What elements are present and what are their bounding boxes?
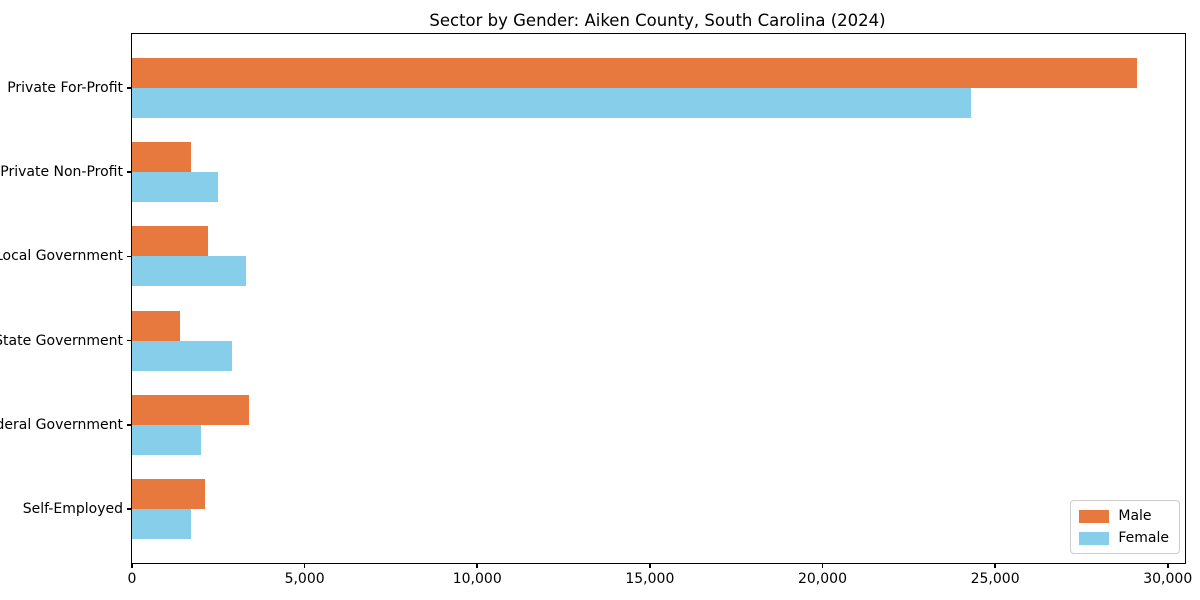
x-tick-label: 5,000 — [284, 571, 325, 587]
bar-female-1 — [132, 172, 219, 203]
y-tick-label: Private Non-Profit — [0, 164, 123, 181]
x-tick-mark — [303, 563, 306, 568]
x-tick-label: 25,000 — [970, 571, 1020, 587]
x-tick-label: 0 — [127, 571, 137, 587]
bar-male-3 — [132, 310, 181, 341]
chart-title: Sector by Gender: Aiken County, South Ca… — [429, 11, 886, 30]
x-tick-label: 20,000 — [797, 571, 847, 587]
legend: Male Female — [1070, 500, 1180, 554]
y-tick-mark — [127, 424, 132, 426]
x-tick-mark — [131, 563, 133, 568]
y-tick-mark — [127, 171, 132, 173]
legend-item-male: Male — [1079, 508, 1169, 524]
bar-male-0 — [132, 57, 1137, 88]
bar-male-5 — [132, 479, 205, 510]
y-tick-mark — [127, 87, 132, 89]
x-tick-mark — [649, 563, 651, 568]
legend-swatch-female — [1079, 531, 1110, 545]
y-tick-mark — [127, 508, 132, 510]
x-tick-mark — [476, 563, 479, 568]
bar-female-2 — [132, 256, 246, 287]
y-tick-label: State Government — [0, 332, 123, 349]
x-tick-mark — [1166, 563, 1169, 568]
bar-male-2 — [132, 226, 208, 257]
bar-male-1 — [132, 142, 191, 173]
y-tick-label: Local Government — [0, 248, 123, 265]
legend-item-female: Female — [1079, 530, 1169, 546]
y-tick-label: Private For-Profit — [7, 79, 123, 96]
bar-female-5 — [132, 509, 191, 540]
y-tick-mark — [127, 339, 132, 342]
x-tick-label: 30,000 — [1143, 571, 1193, 587]
x-tick-label: 15,000 — [625, 571, 675, 587]
y-tick-label: Self-Employed — [22, 501, 123, 518]
y-tick-mark — [127, 255, 132, 258]
x-tick-mark — [821, 563, 824, 568]
legend-swatch-male — [1079, 509, 1110, 523]
bar-female-0 — [132, 87, 971, 118]
legend-label: Female — [1118, 530, 1169, 546]
y-tick-label: Federal Government — [0, 416, 123, 433]
bar-female-3 — [132, 340, 233, 371]
bar-female-4 — [132, 424, 201, 455]
x-tick-mark — [994, 563, 996, 568]
x-tick-label: 10,000 — [452, 571, 502, 587]
legend-label: Male — [1118, 508, 1152, 524]
bar-male-4 — [132, 394, 250, 425]
plot-area: Male Female Private For-Profit Private Non… — [0, 33, 1192, 587]
